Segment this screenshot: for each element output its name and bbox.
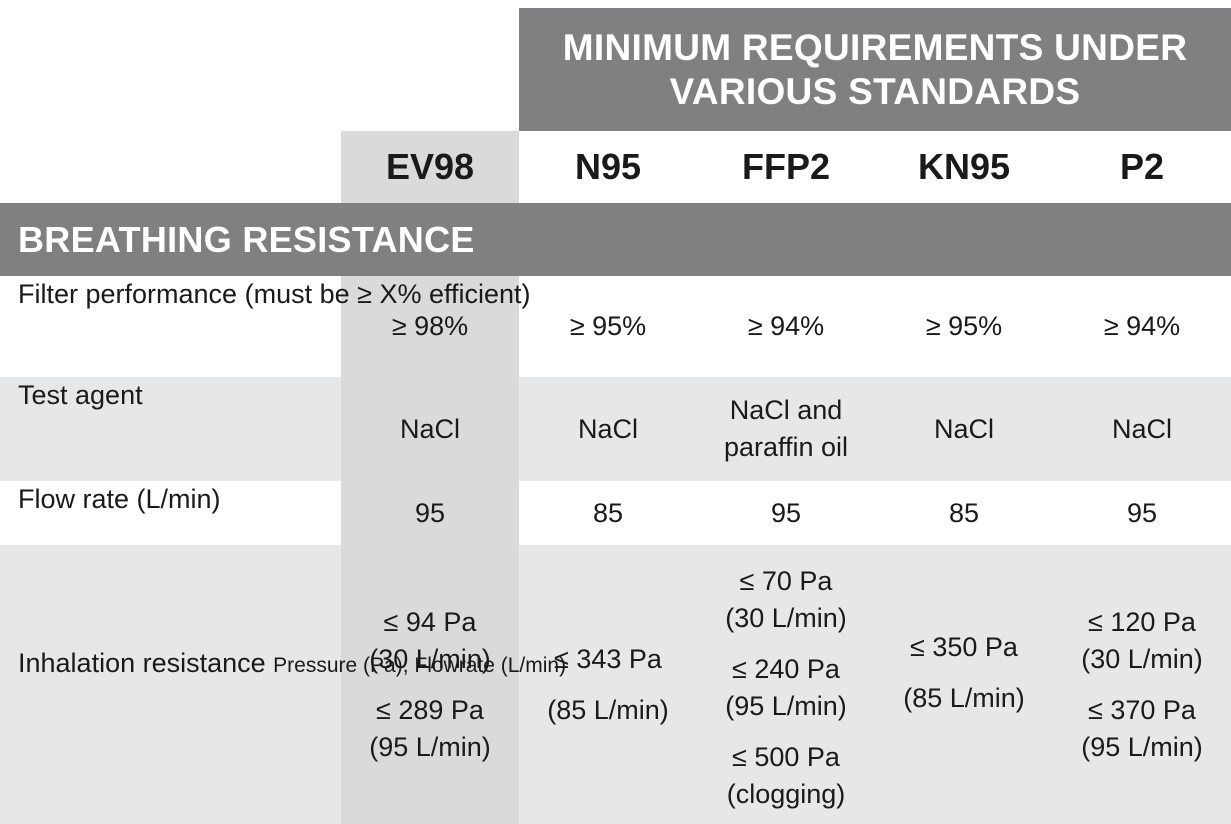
cell-flow-n95: 85 — [592, 497, 624, 528]
agent-ffp2-line2: paraffin oil — [723, 432, 849, 462]
section-breathing-resistance: BREATHING RESISTANCE — [0, 203, 1231, 276]
row-inhalation-bg — [0, 545, 1231, 824]
row-filter-bg — [0, 276, 1231, 377]
p2-inh-value2: ≤ 370 Pa — [1088, 694, 1196, 725]
ev98-inh-value2: ≤ 289 Pa — [376, 694, 484, 725]
cell-flow-p2: 95 — [1126, 497, 1158, 528]
kn95-inh-value: ≤ 350 Pa — [910, 631, 1018, 662]
cell-inhalation-ffp2: ≤ 70 Pa (30 L/min) ≤ 240 Pa (95 L/min) ≤… — [697, 560, 875, 815]
row-agent-bg — [0, 377, 1231, 481]
ffp2-inh-flow1: (30 L/min) — [725, 602, 847, 633]
ev98-inh-flow2: (95 L/min) — [369, 731, 491, 762]
row-flow-bg — [0, 481, 1231, 545]
ev98-inh-value1: ≤ 94 Pa — [383, 606, 477, 637]
filter-label-line1: Filter performance — [18, 279, 238, 309]
p2-inh-flow2: (95 L/min) — [1081, 731, 1203, 762]
col-header-kn95: KN95 — [917, 146, 1011, 187]
cell-agent-ffp2: NaCl and paraffin oil — [697, 377, 875, 481]
ffp2-inh-flow2: (95 L/min) — [725, 690, 847, 721]
cell-filter-ev98: ≥ 98% — [391, 311, 469, 341]
row-label-inhalation: Inhalation resistance Pressure (Pa), Flo… — [18, 645, 566, 725]
cell-agent-n95: NaCl — [577, 413, 638, 444]
cell-filter-ffp2: ≥ 94% — [747, 311, 825, 341]
cell-filter-p2: ≥ 94% — [1103, 311, 1181, 341]
standards-header-line1: MINIMUM REQUIREMENTS UNDER — [562, 26, 1188, 68]
agent-ffp2-line1: NaCl and — [729, 395, 843, 425]
cell-inhalation-n95: ≤ 343 Pa (85 L/min) — [519, 545, 697, 824]
col-header-p2: P2 — [1119, 146, 1165, 187]
row-label-filter: Filter performance (must be ≥ X% efficie… — [18, 276, 531, 377]
n95-inh-value: ≤ 343 Pa — [554, 643, 662, 674]
col-header-ev98: EV98 — [385, 146, 475, 187]
cell-filter-n95: ≥ 95% — [569, 311, 647, 341]
inhalation-sublabel: Pressure (Pa), Flowrate (L/min) — [273, 654, 567, 677]
cell-agent-kn95: NaCl — [933, 413, 994, 444]
p2-inh-flow1: (30 L/min) — [1081, 643, 1203, 674]
inhalation-label: Inhalation resistance — [18, 648, 266, 678]
flow-label: Flow rate (L/min) — [18, 484, 221, 514]
col-header-ffp2: FFP2 — [741, 146, 830, 187]
n95-inh-flow: (85 L/min) — [547, 694, 669, 725]
cell-inhalation-ev98: ≤ 94 Pa (30 L/min) ≤ 289 Pa (95 L/min) — [341, 545, 519, 824]
cell-inhalation-kn95: ≤ 350 Pa (85 L/min) — [875, 545, 1053, 824]
ffp2-inh-value2: ≤ 240 Pa — [732, 653, 840, 684]
ffp2-inh-value3: ≤ 500 Pa — [732, 741, 840, 772]
ev98-column-highlight — [341, 276, 519, 824]
agent-label: Test agent — [18, 380, 143, 410]
row-label-agent: Test agent — [18, 377, 143, 481]
cell-inhalation-p2: ≤ 120 Pa (30 L/min) ≤ 370 Pa (95 L/min) — [1053, 545, 1231, 824]
standards-header-line2: VARIOUS STANDARDS — [669, 70, 1081, 112]
ffp2-inh-clogging: (clogging) — [726, 778, 846, 809]
cell-filter-kn95: ≥ 95% — [925, 311, 1003, 341]
standards-header: MINIMUM REQUIREMENTS UNDER VARIOUS STAND… — [519, 8, 1231, 131]
p2-inh-value1: ≤ 120 Pa — [1088, 606, 1196, 637]
row-label-flow: Flow rate (L/min) — [18, 481, 221, 545]
col-header-n95: N95 — [574, 146, 642, 187]
cell-flow-ffp2: 95 — [770, 497, 802, 528]
kn95-inh-flow: (85 L/min) — [903, 682, 1025, 713]
ffp2-inh-value1: ≤ 70 Pa — [739, 565, 833, 596]
filter-label-line2: (must be ≥ X% efficient) — [244, 279, 531, 309]
ev98-header-highlight — [341, 131, 519, 203]
cell-flow-ev98: 95 — [414, 497, 446, 528]
cell-agent-ev98: NaCl — [399, 413, 460, 444]
cell-flow-kn95: 85 — [948, 497, 980, 528]
cell-agent-p2: NaCl — [1111, 413, 1172, 444]
ev98-inh-flow1: (30 L/min) — [369, 643, 491, 674]
